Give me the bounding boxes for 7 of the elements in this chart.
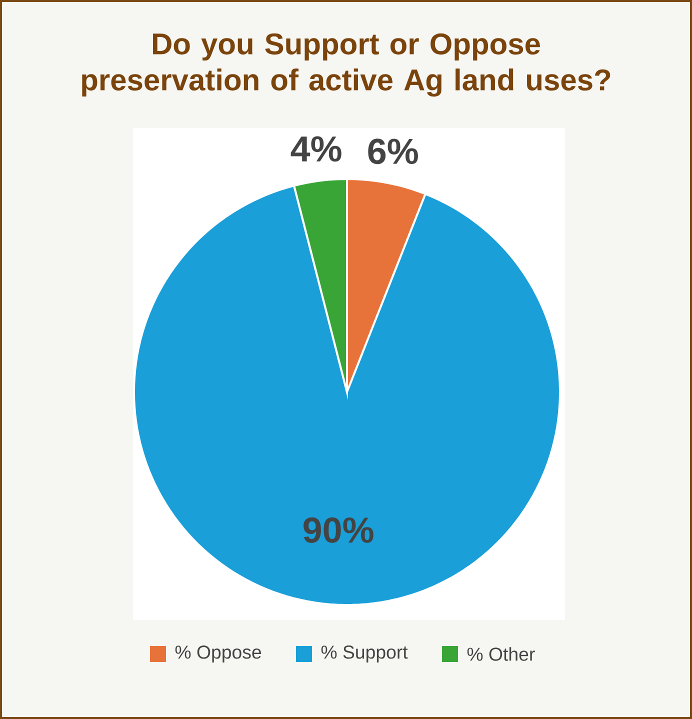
chart-title: Do you Support or Oppose preservation of active Ag land uses? — [82, 33, 610, 97]
data-label: 6% — [368, 138, 418, 164]
data-label: 4% — [290, 136, 342, 162]
legend-label: % Other — [467, 647, 535, 661]
legend-label: % Support — [321, 646, 408, 662]
data-label: 90% — [304, 517, 374, 543]
legend-label: % Oppose — [175, 646, 262, 662]
